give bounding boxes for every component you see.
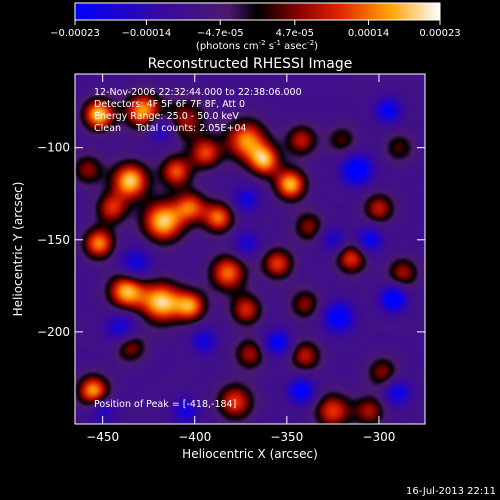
annotation-clean-counts: Clean Total counts: 2.05E+04 xyxy=(94,123,246,134)
colorbar-tick-label: 0.00014 xyxy=(348,28,389,39)
colorbar-tick-label: −0.00014 xyxy=(122,28,172,39)
colorbar-tick-label: −0.00023 xyxy=(50,28,100,39)
annotation-time-range: 12-Nov-2006 22:32:44.000 to 22:38:06.000 xyxy=(94,87,302,98)
x-axis-ticks: −450 −400 −350 −300 xyxy=(86,74,395,444)
colorbar-ticks: −0.00023 −0.00014 −4.7e-05 4.7e-05 0.00014 0.… xyxy=(50,20,461,39)
y-tick-label: −100 xyxy=(37,141,70,155)
x-tick-label: −450 xyxy=(86,430,119,444)
y-tick-label: −150 xyxy=(37,233,70,247)
x-tick-label: −300 xyxy=(362,430,395,444)
colorbar-tick-label: 0.00023 xyxy=(419,28,460,39)
y-axis-label: Heliocentric Y (arcsec) xyxy=(11,182,25,317)
x-tick-label: −400 xyxy=(178,430,211,444)
x-tick-label: −350 xyxy=(270,430,303,444)
footer-timestamp: 16-Jul-2013 22:11 xyxy=(406,486,496,497)
chart-title: Reconstructed RHESSI Image xyxy=(148,56,353,72)
annotation-energy-range: Energy Range: 25.0 - 50.0 keV xyxy=(94,111,239,122)
heatmap-image xyxy=(75,74,425,424)
colorbar xyxy=(74,2,441,21)
colorbar-tick-label: 4.7e-05 xyxy=(276,28,314,39)
x-axis-label: Heliocentric X (arcsec) xyxy=(182,447,318,461)
colorbar-units: (photons cm-2 s-1 asec-2) xyxy=(196,39,318,52)
y-axis-ticks: −100 −150 −200 xyxy=(37,141,425,339)
annotation-detectors: Detectors: 4F 5F 6F 7F 8F, Att 0 xyxy=(94,99,245,110)
peak-position-label: Position of Peak = [-418,-184] xyxy=(94,399,236,410)
plot-frame xyxy=(74,73,426,425)
colorbar-tick-label: −4.7e-05 xyxy=(197,28,244,39)
y-tick-label: −200 xyxy=(37,325,70,339)
